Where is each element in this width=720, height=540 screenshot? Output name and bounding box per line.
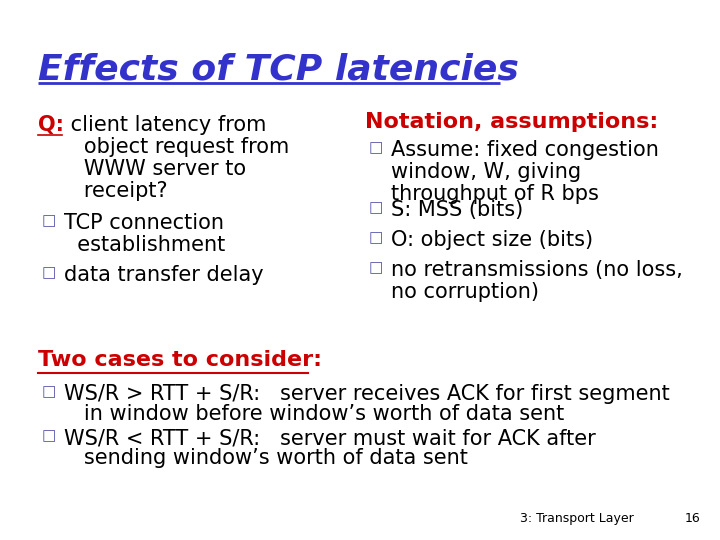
Text: data transfer delay: data transfer delay: [64, 265, 264, 285]
Text: Notation, assumptions:: Notation, assumptions:: [365, 112, 658, 132]
Text: receipt?: receipt?: [64, 181, 168, 201]
Text: sending window’s worth of data sent: sending window’s worth of data sent: [64, 448, 468, 468]
Text: □: □: [42, 384, 56, 399]
Text: □: □: [42, 265, 56, 280]
Text: Q:: Q:: [38, 115, 64, 135]
Text: throughput of R bps: throughput of R bps: [391, 184, 599, 204]
Text: □: □: [369, 140, 383, 155]
Text: TCP connection: TCP connection: [64, 213, 224, 233]
Text: O: object size (bits): O: object size (bits): [391, 230, 593, 250]
Text: □: □: [369, 200, 383, 215]
Text: establishment: establishment: [64, 235, 225, 255]
Text: □: □: [42, 213, 56, 228]
Text: □: □: [42, 428, 56, 443]
Text: WS/R < RTT + S/R:   server must wait for ACK after: WS/R < RTT + S/R: server must wait for A…: [64, 428, 595, 448]
Text: WWW server to: WWW server to: [64, 159, 246, 179]
Text: object request from: object request from: [64, 137, 289, 157]
Text: client latency from: client latency from: [64, 115, 266, 135]
Text: no corruption): no corruption): [391, 282, 539, 302]
Text: S: MSS (bits): S: MSS (bits): [391, 200, 523, 220]
Text: Two cases to consider:: Two cases to consider:: [38, 350, 322, 370]
Text: no retransmissions (no loss,: no retransmissions (no loss,: [391, 260, 683, 280]
Text: 3: Transport Layer: 3: Transport Layer: [520, 512, 634, 525]
Text: Effects of TCP latencies: Effects of TCP latencies: [38, 52, 519, 86]
Text: Assume: fixed congestion: Assume: fixed congestion: [391, 140, 659, 160]
Text: □: □: [369, 230, 383, 245]
Text: □: □: [369, 260, 383, 275]
Text: window, W, giving: window, W, giving: [391, 162, 581, 182]
Text: in window before window’s worth of data sent: in window before window’s worth of data …: [64, 404, 564, 424]
Text: 16: 16: [685, 512, 701, 525]
Text: WS/R > RTT + S/R:   server receives ACK for first segment: WS/R > RTT + S/R: server receives ACK fo…: [64, 384, 670, 404]
